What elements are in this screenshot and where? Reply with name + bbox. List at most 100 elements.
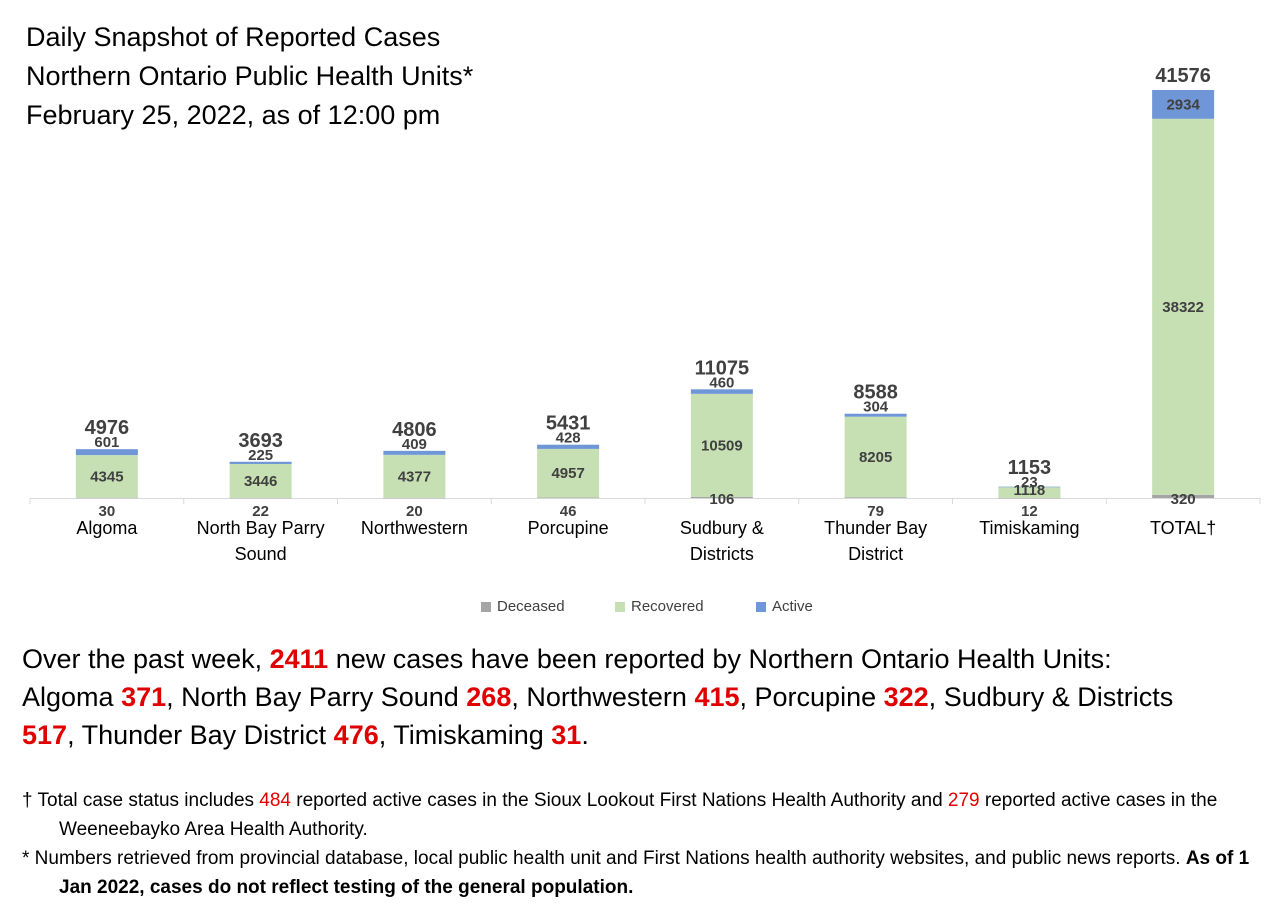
footnote-sioux-count: 484	[259, 790, 291, 811]
x-tick-label-4-0: Sudbury &	[680, 518, 764, 538]
x-tick-label-6-0: Timiskaming	[979, 518, 1079, 538]
bar-recovered-5	[844, 416, 907, 498]
footnote-dagger-mid: reported active cases in the Sioux Looko…	[291, 790, 948, 811]
summary-value-algoma: 371	[121, 682, 167, 712]
summary-name-northwestern: Northwestern	[526, 682, 695, 712]
footnote-weeneebayko-count: 279	[947, 790, 980, 811]
title-line-3: February 25, 2022, as of 12:00 pm	[26, 100, 441, 130]
data-label-recovered-1: 3446	[244, 473, 277, 490]
summary-value-timiskaming: 31	[551, 720, 582, 750]
legend-item-recovered: Recovered	[615, 598, 704, 615]
data-label-active-2: 409	[402, 436, 427, 453]
bar-recovered-6	[998, 486, 1061, 498]
summary-sep-northwestern: ,	[739, 682, 755, 712]
summary-name-algoma: Algoma	[22, 682, 122, 712]
data-label-recovered-5: 8205	[859, 449, 892, 466]
data-label-total-5: 8588	[853, 382, 898, 404]
data-label-recovered-2: 4377	[398, 468, 431, 485]
footnote-star-text: * Numbers retrieved from provincial data…	[22, 848, 1186, 869]
bar-active-5	[844, 413, 907, 417]
bar-recovered-2	[383, 454, 446, 498]
weekly-summary: Over the past week, 2411 new cases have …	[22, 640, 1272, 754]
bar-recovered-3	[537, 448, 600, 498]
summary-value-porcupine: 322	[883, 682, 929, 712]
footnotes: † Total case status includes 484 reporte…	[22, 786, 1262, 902]
bar-active-0	[75, 449, 138, 456]
legend-swatch-deceased	[481, 601, 491, 612]
bar-active-4	[690, 389, 753, 394]
bar-recovered-1	[229, 463, 292, 498]
x-tick-label-5-0: Thunder Bay	[824, 518, 927, 538]
x-tick-label-5-1: District	[848, 544, 903, 564]
summary-value-thunder-bay: 476	[333, 720, 379, 750]
legend-label-active: Active	[772, 598, 813, 615]
data-label-deceased-2: 20	[406, 503, 423, 520]
summary-sep-algoma: ,	[166, 682, 182, 712]
data-label-active-7: 2934	[1166, 96, 1200, 113]
data-label-active-5: 304	[863, 399, 889, 416]
chart-title: Daily Snapshot of Reported Cases Norther…	[26, 18, 473, 135]
bar-deceased-0	[75, 497, 138, 499]
legend-item-active: Active	[756, 598, 813, 615]
bar-deceased-7	[1152, 494, 1215, 498]
summary-sep-thunder-bay: ,	[378, 720, 394, 750]
bar-active-3	[537, 444, 600, 449]
data-label-total-4: 11075	[695, 357, 750, 379]
bar-recovered-0	[75, 455, 138, 498]
data-label-total-2: 4806	[392, 419, 437, 441]
bar-active-7	[1152, 90, 1215, 119]
summary-value-sudbury: 517	[22, 720, 68, 750]
x-tick-label-3-0: Porcupine	[528, 518, 609, 538]
bar-deceased-4	[690, 496, 753, 498]
summary-total-new: 2411	[269, 644, 329, 674]
summary-sep-north-bay: ,	[511, 682, 527, 712]
data-label-deceased-1: 22	[252, 503, 269, 520]
bar-deceased-2	[383, 497, 446, 499]
x-tick-label-7-0: TOTAL†	[1150, 518, 1216, 538]
data-label-recovered-3: 4957	[551, 465, 584, 482]
summary-value-north-bay: 268	[466, 682, 512, 712]
data-label-recovered-6: 1118	[1014, 482, 1046, 499]
data-label-total-6: 1153	[1008, 457, 1051, 479]
legend-item-deceased: Deceased	[481, 598, 565, 615]
data-label-total-3: 5431	[546, 413, 591, 435]
footnote-star-bold: As of 1 Jan 2022, cases do not reflect t…	[59, 848, 1250, 898]
footnote-star: * Numbers retrieved from provincial data…	[22, 844, 1262, 902]
data-label-deceased-7: 320	[1171, 491, 1196, 508]
bar-active-1	[229, 461, 292, 464]
summary-sep-timiskaming: .	[581, 720, 589, 750]
data-label-active-6: 23	[1021, 474, 1038, 491]
footnote-dagger-end: reported active cases in the Weeneebayko…	[59, 790, 1218, 840]
summary-sep-sudbury: ,	[67, 720, 82, 750]
title-line-1: Daily Snapshot of Reported Cases	[26, 22, 441, 52]
summary-name-north-bay: North Bay Parry Sound	[181, 682, 467, 712]
bar-deceased-5	[844, 497, 907, 498]
data-label-active-4: 460	[709, 374, 734, 391]
bar-deceased-6	[998, 497, 1061, 499]
bar-deceased-1	[229, 497, 292, 499]
x-tick-label-2-0: Northwestern	[361, 518, 468, 538]
summary-name-timiskaming: Timiskaming	[393, 720, 552, 750]
data-label-deceased-5: 79	[867, 503, 884, 520]
data-label-deceased-3: 46	[560, 503, 577, 520]
data-label-total-1: 3693	[238, 430, 283, 452]
data-label-deceased-0: 30	[99, 503, 116, 520]
bar-deceased-3	[537, 497, 600, 499]
bar-active-6	[998, 486, 1061, 488]
legend-label-deceased: Deceased	[497, 598, 565, 615]
footnote-dagger-prefix: † Total case status includes	[22, 790, 260, 811]
data-label-recovered-0: 4345	[90, 468, 123, 485]
summary-name-thunder-bay: Thunder Bay District	[81, 720, 334, 750]
data-label-active-3: 428	[556, 430, 581, 447]
title-line-2: Northern Ontario Public Health Units*	[26, 61, 474, 91]
data-label-active-0: 601	[94, 434, 119, 451]
legend-label-recovered: Recovered	[631, 598, 704, 615]
summary-name-porcupine: Porcupine	[754, 682, 884, 712]
legend-swatch-recovered	[615, 601, 625, 612]
x-tick-label-0-0: Algoma	[76, 518, 138, 538]
data-label-recovered-4: 10509	[701, 437, 743, 454]
legend-swatch-active	[756, 601, 766, 612]
data-label-active-1: 225	[248, 447, 273, 464]
x-tick-label-4-1: Districts	[690, 544, 754, 564]
